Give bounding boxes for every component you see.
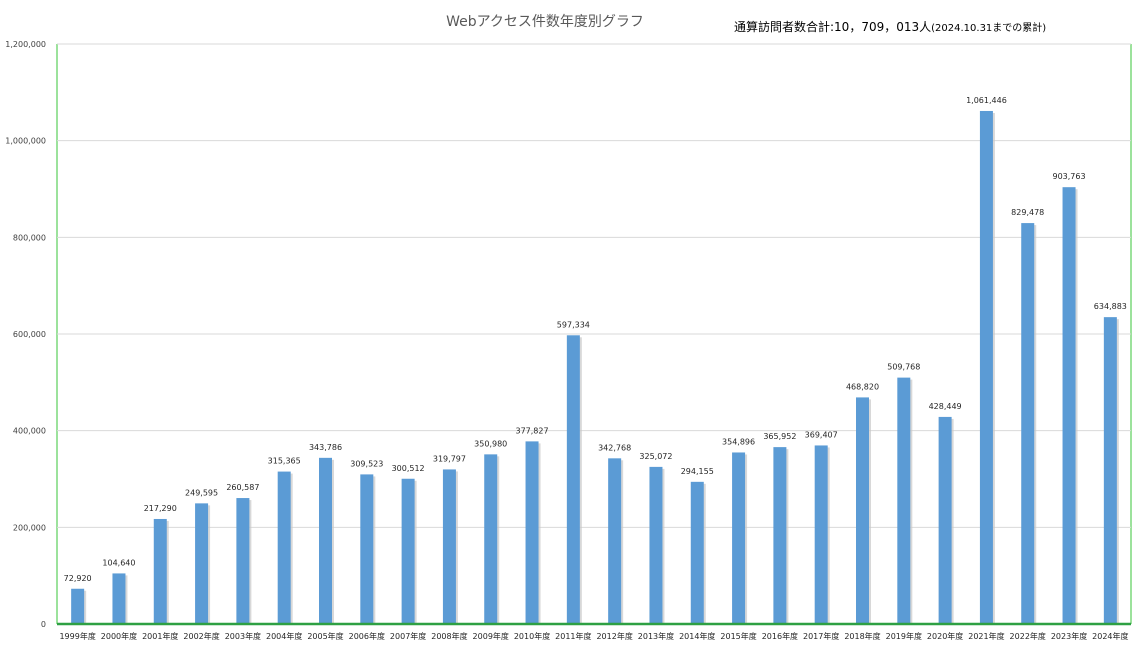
bar — [897, 377, 911, 624]
data-label: 829,478 — [1011, 208, 1044, 217]
x-tick-label: 2017年度 — [803, 631, 839, 641]
data-label: 597,334 — [557, 320, 590, 329]
x-tick-label: 2013年度 — [638, 631, 674, 641]
data-label: 903,763 — [1052, 172, 1085, 181]
bar — [277, 471, 291, 624]
chart-title: Webアクセス件数年度別グラフ — [446, 14, 644, 30]
x-tick-label: 2001年度 — [142, 631, 178, 641]
bar — [484, 454, 498, 624]
data-label: 309,523 — [350, 459, 383, 468]
bar — [773, 447, 787, 624]
y-tick-label: 200,000 — [13, 523, 46, 532]
data-label: 369,407 — [805, 430, 838, 439]
x-tick-label: 2000年度 — [101, 631, 137, 641]
data-label: 377,827 — [515, 426, 548, 435]
data-label: 319,797 — [433, 454, 466, 463]
data-label: 468,820 — [846, 382, 879, 391]
x-tick-label: 2024年度 — [1092, 631, 1128, 641]
bar — [195, 503, 209, 624]
total-visitors-note: 通算訪問者数合計:10，709，013人(2024.10.31までの累計) — [734, 18, 1046, 35]
total-visitors-suffix: (2024.10.31までの累計) — [931, 23, 1047, 34]
bar — [401, 478, 415, 624]
data-label: 260,587 — [226, 483, 259, 492]
bar — [360, 474, 374, 624]
data-label: 1,061,446 — [966, 96, 1007, 105]
x-tick-label: 2019年度 — [886, 631, 922, 641]
data-label: 294,155 — [681, 467, 714, 476]
bar — [153, 518, 167, 624]
x-tick-label: 2002年度 — [183, 631, 219, 641]
data-label: 354,896 — [722, 437, 755, 446]
data-label: 325,072 — [639, 452, 672, 461]
bar — [814, 445, 828, 624]
x-tick-label: 2015年度 — [720, 631, 756, 641]
bar — [1062, 187, 1076, 624]
bar — [71, 588, 85, 624]
bar — [649, 466, 663, 624]
x-tick-label: 1999年度 — [59, 631, 95, 641]
data-label: 634,883 — [1094, 302, 1127, 311]
x-tick-label: 2005年度 — [307, 631, 343, 641]
data-label: 217,290 — [144, 504, 177, 513]
x-tick-label: 2008年度 — [431, 631, 467, 641]
y-tick-label: 600,000 — [13, 330, 46, 339]
bar — [566, 335, 580, 624]
data-label: 72,920 — [64, 574, 92, 583]
data-label: 365,952 — [763, 432, 796, 441]
bar — [112, 573, 126, 624]
x-tick-label: 2021年度 — [968, 631, 1004, 641]
bar — [525, 441, 539, 624]
data-label: 509,768 — [887, 363, 920, 372]
y-tick-label: 0 — [41, 620, 46, 629]
y-tick-label: 1,200,000 — [5, 40, 46, 49]
bar — [442, 469, 456, 624]
x-tick-label: 2006年度 — [349, 631, 385, 641]
x-tick-label: 2023年度 — [1051, 631, 1087, 641]
x-tick-label: 2007年度 — [390, 631, 426, 641]
x-tick-label: 2020年度 — [927, 631, 963, 641]
x-tick-label: 2003年度 — [225, 631, 261, 641]
bar — [236, 498, 250, 624]
x-tick-label: 2009年度 — [473, 631, 509, 641]
bar — [1103, 317, 1117, 624]
x-tick-label: 2016年度 — [762, 631, 798, 641]
x-tick-label: 2014年度 — [679, 631, 715, 641]
x-tick-label: 2004年度 — [266, 631, 302, 641]
x-tick-label: 2012年度 — [596, 631, 632, 641]
bar — [938, 416, 952, 624]
total-visitors-label: 通算訪問者数合計: — [734, 20, 835, 34]
data-label: 249,595 — [185, 488, 218, 497]
data-label: 343,786 — [309, 443, 342, 452]
bar — [979, 110, 993, 624]
data-label: 104,640 — [102, 558, 135, 567]
bar — [690, 481, 704, 624]
x-tick-label: 2018年度 — [844, 631, 880, 641]
data-label: 300,512 — [392, 464, 425, 473]
bar — [732, 452, 746, 624]
bar — [1021, 223, 1035, 624]
bar — [319, 457, 332, 624]
bar — [608, 458, 622, 624]
x-tick-label: 2010年度 — [514, 631, 550, 641]
y-tick-label: 800,000 — [13, 233, 46, 242]
y-tick-label: 400,000 — [13, 427, 46, 436]
data-label: 342,768 — [598, 443, 631, 452]
data-label: 315,365 — [268, 457, 301, 466]
x-tick-label: 2022年度 — [1010, 631, 1046, 641]
data-label: 350,980 — [474, 439, 507, 448]
bar — [856, 397, 869, 624]
data-label: 428,449 — [929, 402, 962, 411]
x-tick-label: 2011年度 — [555, 631, 591, 641]
total-visitors-value: 10，709，013人 — [834, 20, 932, 34]
y-tick-label: 1,000,000 — [5, 137, 46, 146]
